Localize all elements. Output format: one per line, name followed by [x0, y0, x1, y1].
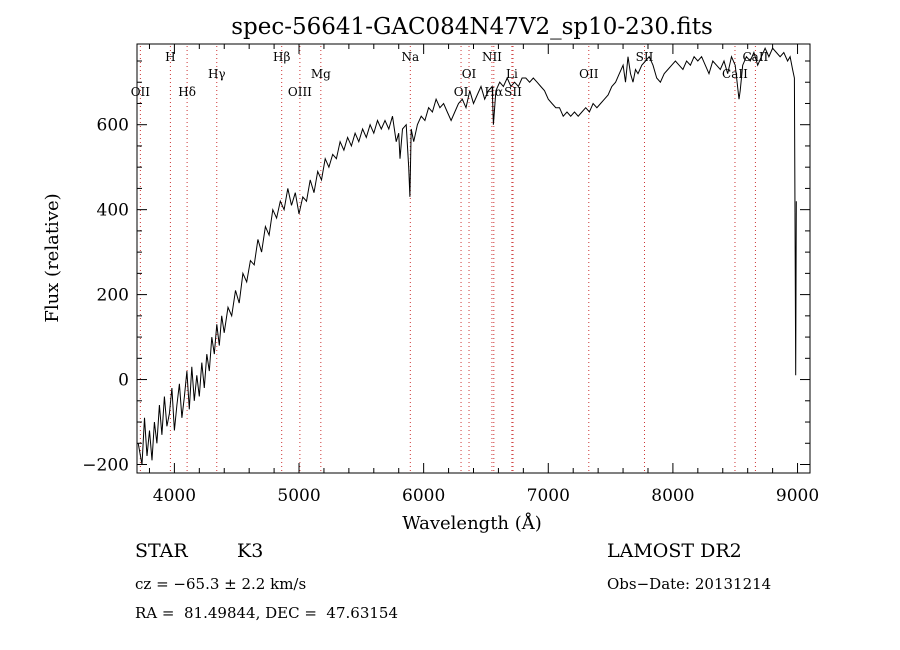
line-label: OII [579, 67, 599, 81]
x-tick-label: 9000 [776, 486, 819, 506]
spectral-line-markers [139, 46, 756, 473]
x-axis-title: Wavelength (Å) [402, 512, 542, 534]
y-tick-label: 600 [97, 116, 129, 136]
y-tick-label: 400 [97, 201, 129, 221]
x-axis: 4000 5000 6000 7000 8000 9000 [148, 44, 819, 506]
y-axis-title: Flux (relative) [42, 193, 63, 322]
line-label: Hβ [273, 50, 290, 64]
line-label: NII [482, 50, 502, 64]
line-label: H [165, 50, 175, 64]
obs-date-text: Obs−Date: 20131214 [607, 575, 772, 593]
x-tick-label: 5000 [277, 486, 320, 506]
x-tick-label: 8000 [651, 486, 694, 506]
line-label: Li [506, 67, 518, 81]
line-label: Mg [311, 67, 331, 81]
line-label: SII [504, 85, 522, 99]
line-label: OI [462, 67, 477, 81]
line-label: SII [636, 50, 654, 64]
x-tick-label: 7000 [527, 486, 570, 506]
object-subclass: K3 [237, 540, 264, 562]
x-tick-label: 4000 [153, 486, 196, 506]
y-tick-label: 0 [118, 371, 129, 391]
line-label: OIII [288, 85, 312, 99]
line-label: Hδ [178, 85, 196, 99]
spectrum-line [137, 46, 797, 465]
line-label: OI [454, 85, 469, 99]
survey-label: LAMOST DR2 [607, 540, 742, 562]
redshift-text: cz = −65.3 ± 2.2 km/s [135, 575, 307, 593]
object-class: STAR [135, 540, 188, 562]
y-axis: −200 0 200 400 600 [82, 60, 810, 476]
line-label: OII [131, 85, 151, 99]
chart-title: spec-56641-GAC084N47V2_sp10-230.fits [231, 14, 713, 40]
line-label: Hα [485, 85, 504, 99]
line-label: Na [401, 50, 419, 64]
y-tick-label: −200 [82, 456, 129, 476]
coordinates-text: RA = 81.49844, DEC = 47.63154 [135, 604, 399, 622]
x-tick-label: 6000 [402, 486, 445, 506]
y-tick-label: 200 [97, 286, 129, 306]
line-label: Hγ [208, 67, 226, 81]
plot-frame [136, 43, 811, 474]
